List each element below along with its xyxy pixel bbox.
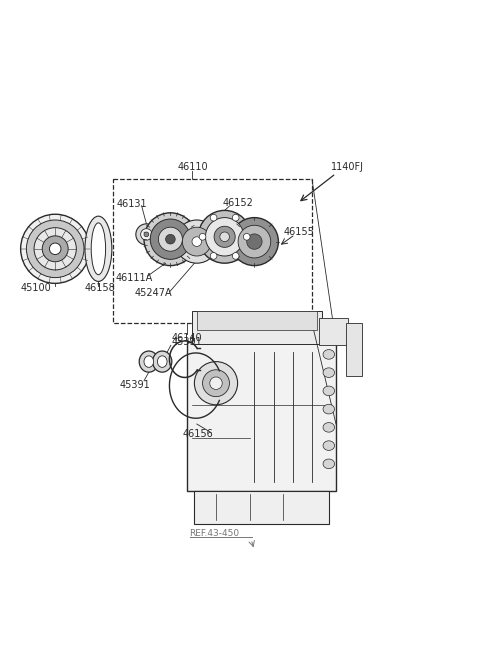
Text: 46111A: 46111A (115, 273, 153, 283)
Text: 46152: 46152 (222, 198, 253, 208)
Text: 45247A: 45247A (134, 289, 172, 298)
Ellipse shape (182, 227, 211, 256)
Ellipse shape (323, 404, 335, 414)
Bar (113, 179, 312, 323)
Ellipse shape (323, 422, 335, 432)
Bar (187, 342, 336, 491)
Text: 46158: 46158 (85, 283, 116, 293)
Ellipse shape (175, 220, 218, 263)
Ellipse shape (243, 234, 250, 240)
Text: 46155: 46155 (283, 227, 314, 237)
Ellipse shape (232, 215, 239, 221)
Ellipse shape (205, 218, 244, 256)
Ellipse shape (220, 232, 229, 241)
Ellipse shape (198, 211, 251, 263)
Text: 46140: 46140 (172, 333, 203, 342)
Ellipse shape (144, 213, 197, 266)
Ellipse shape (192, 237, 202, 247)
Ellipse shape (42, 236, 68, 262)
Ellipse shape (203, 370, 229, 397)
Ellipse shape (210, 253, 217, 259)
Ellipse shape (194, 361, 238, 405)
Text: 45391: 45391 (120, 380, 151, 390)
Ellipse shape (323, 459, 335, 468)
Ellipse shape (323, 441, 335, 451)
Bar (319, 318, 348, 345)
Text: 45100: 45100 (21, 283, 51, 293)
Ellipse shape (238, 225, 271, 258)
Bar (194, 491, 329, 524)
Ellipse shape (166, 234, 175, 244)
Text: 46156: 46156 (182, 428, 213, 439)
Ellipse shape (26, 220, 84, 277)
Ellipse shape (153, 351, 172, 372)
Ellipse shape (210, 215, 217, 221)
Text: 1140FJ: 1140FJ (331, 162, 364, 172)
Bar (197, 311, 317, 331)
Ellipse shape (85, 216, 112, 281)
Ellipse shape (139, 351, 158, 372)
Ellipse shape (232, 253, 239, 259)
Ellipse shape (323, 386, 335, 396)
Ellipse shape (210, 377, 222, 390)
Ellipse shape (199, 234, 206, 240)
Ellipse shape (158, 227, 182, 251)
Text: REF.43-450: REF.43-450 (190, 529, 240, 538)
Text: 46131: 46131 (117, 199, 147, 209)
Ellipse shape (230, 218, 278, 266)
Ellipse shape (150, 219, 191, 259)
Ellipse shape (214, 226, 235, 247)
Ellipse shape (247, 234, 262, 249)
Bar (192, 311, 322, 344)
Ellipse shape (144, 232, 149, 237)
Bar (346, 323, 362, 376)
Ellipse shape (136, 224, 157, 245)
Ellipse shape (49, 243, 61, 255)
Ellipse shape (323, 368, 335, 377)
Ellipse shape (323, 350, 335, 359)
Text: 46110: 46110 (177, 162, 208, 172)
Ellipse shape (21, 215, 90, 283)
Ellipse shape (91, 223, 106, 275)
Ellipse shape (34, 228, 76, 270)
Ellipse shape (141, 229, 152, 240)
Ellipse shape (157, 356, 167, 367)
Text: 45391: 45391 (172, 337, 203, 348)
Ellipse shape (144, 356, 154, 367)
